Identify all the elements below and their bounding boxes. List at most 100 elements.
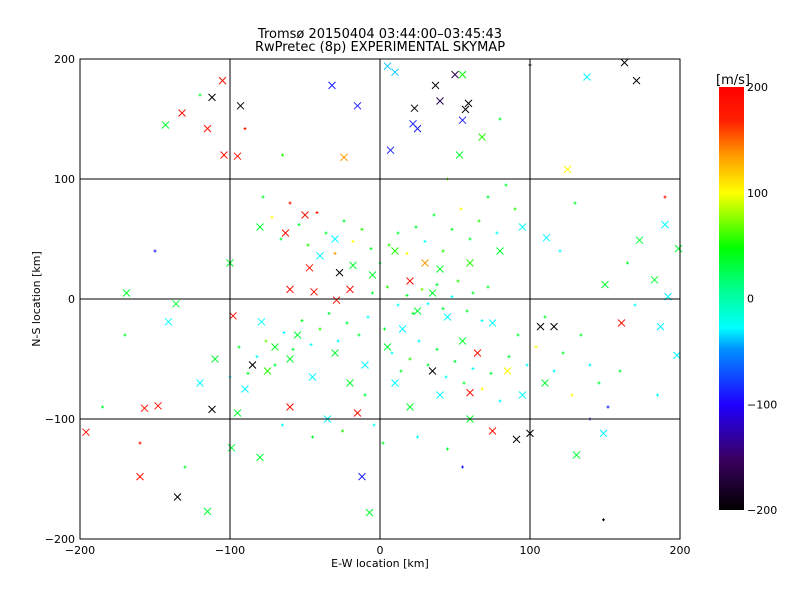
- data-point-dot: [255, 355, 259, 359]
- data-point-dot: [408, 357, 412, 361]
- data-point-dot: [558, 249, 562, 253]
- data-point-dot: [462, 381, 466, 385]
- data-point-cross: [458, 337, 467, 345]
- data-point-dot: [561, 351, 565, 355]
- data-point-dot: [341, 429, 344, 433]
- data-point-cross: [236, 101, 245, 110]
- data-point-cross: [496, 247, 504, 255]
- data-point-cross: [436, 265, 444, 273]
- data-point-cross: [335, 268, 344, 277]
- data-point-dot: [270, 215, 274, 219]
- data-point-cross: [203, 507, 212, 516]
- data-point-cross: [368, 271, 377, 279]
- data-point-dot: [453, 359, 457, 363]
- data-point-dot: [602, 518, 605, 522]
- data-point-cross: [257, 317, 266, 326]
- data-point-cross: [406, 403, 414, 411]
- data-point-dot: [297, 223, 301, 227]
- colorbar-tick-label: −200: [747, 504, 777, 517]
- data-point-cross: [541, 379, 549, 387]
- data-point-dot: [477, 219, 481, 223]
- data-point-dot: [360, 227, 364, 231]
- data-point-dot: [516, 333, 520, 337]
- data-point-cross: [196, 379, 204, 387]
- scatter-points: [82, 58, 683, 522]
- data-point-cross: [620, 58, 629, 67]
- data-point-dot: [396, 303, 400, 307]
- data-point-cross: [436, 97, 444, 105]
- data-point-dot: [336, 339, 340, 343]
- data-point-dot: [309, 343, 313, 347]
- data-point-cross: [349, 261, 357, 270]
- data-point-cross: [431, 81, 440, 90]
- data-point-dot: [468, 237, 472, 241]
- data-point-cross: [331, 235, 339, 243]
- data-point-dot: [390, 351, 394, 355]
- data-point-cross: [410, 104, 419, 113]
- data-point-dot: [579, 333, 583, 337]
- data-point-cross: [328, 81, 336, 90]
- data-point-dot: [456, 279, 460, 283]
- data-point-cross: [391, 68, 399, 77]
- data-point-dot: [281, 153, 284, 157]
- data-point-cross: [301, 211, 309, 219]
- data-point-cross: [178, 109, 186, 117]
- x-tick-labels: −200 −100 0 100 200: [65, 544, 691, 557]
- data-point-dot: [432, 213, 436, 217]
- data-point-cross: [391, 247, 399, 255]
- data-point-dot: [386, 285, 389, 289]
- x-tick-label: −200: [65, 544, 95, 557]
- data-point-dot: [183, 465, 187, 469]
- x-tick-label: 100: [520, 544, 541, 557]
- data-point-dot: [123, 333, 127, 337]
- data-point-cross: [331, 349, 339, 357]
- data-point-cross: [661, 220, 669, 229]
- data-point-cross: [305, 263, 314, 272]
- y-tick-label: 100: [54, 173, 75, 186]
- data-point-dot: [282, 331, 286, 335]
- data-point-dot: [663, 195, 667, 199]
- data-point-dot: [300, 319, 304, 323]
- data-point-dot: [486, 285, 490, 289]
- data-point-dot: [513, 207, 517, 211]
- data-point-cross: [82, 428, 90, 437]
- data-point-cross: [413, 124, 422, 133]
- data-point-dot: [383, 327, 386, 331]
- data-point-dot: [588, 363, 592, 367]
- data-point-cross: [346, 285, 354, 294]
- data-point-cross: [512, 435, 521, 444]
- data-point-cross: [208, 93, 216, 102]
- data-point-dot: [480, 387, 484, 391]
- data-point-cross: [218, 76, 227, 85]
- data-point-cross: [601, 280, 609, 289]
- x-tick-label: 0: [377, 544, 384, 557]
- data-point-dot: [423, 239, 427, 243]
- data-point-cross: [488, 427, 497, 435]
- y-tick-label: 0: [68, 293, 75, 306]
- data-point-cross: [572, 451, 581, 459]
- colorbar-tick-label: 100: [747, 187, 768, 200]
- data-point-dot: [411, 311, 415, 315]
- data-point-dot: [525, 363, 529, 367]
- chart-title: Tromsø 20150404 03:44:00–03:45:43: [257, 27, 502, 42]
- data-point-cross: [310, 287, 318, 296]
- data-point-cross: [316, 251, 324, 260]
- data-point-dot: [396, 231, 400, 235]
- data-point-cross: [229, 311, 237, 320]
- data-point-dot: [486, 195, 490, 199]
- data-point-cross: [632, 76, 641, 85]
- data-point-dot: [450, 227, 454, 231]
- colorbar-tick-label: 0: [747, 293, 754, 306]
- data-point-cross: [173, 493, 182, 501]
- data-point-dot: [306, 243, 310, 247]
- y-tick-label: 200: [54, 53, 75, 66]
- data-point-dot: [633, 303, 637, 307]
- data-point-dot: [552, 369, 556, 373]
- data-point-dot: [351, 239, 355, 243]
- data-point-dot: [461, 465, 464, 469]
- data-point-dot: [420, 287, 424, 291]
- data-point-cross: [466, 259, 474, 267]
- data-point-dot: [327, 311, 331, 315]
- data-point-cross: [656, 322, 665, 331]
- data-point-cross: [458, 70, 467, 79]
